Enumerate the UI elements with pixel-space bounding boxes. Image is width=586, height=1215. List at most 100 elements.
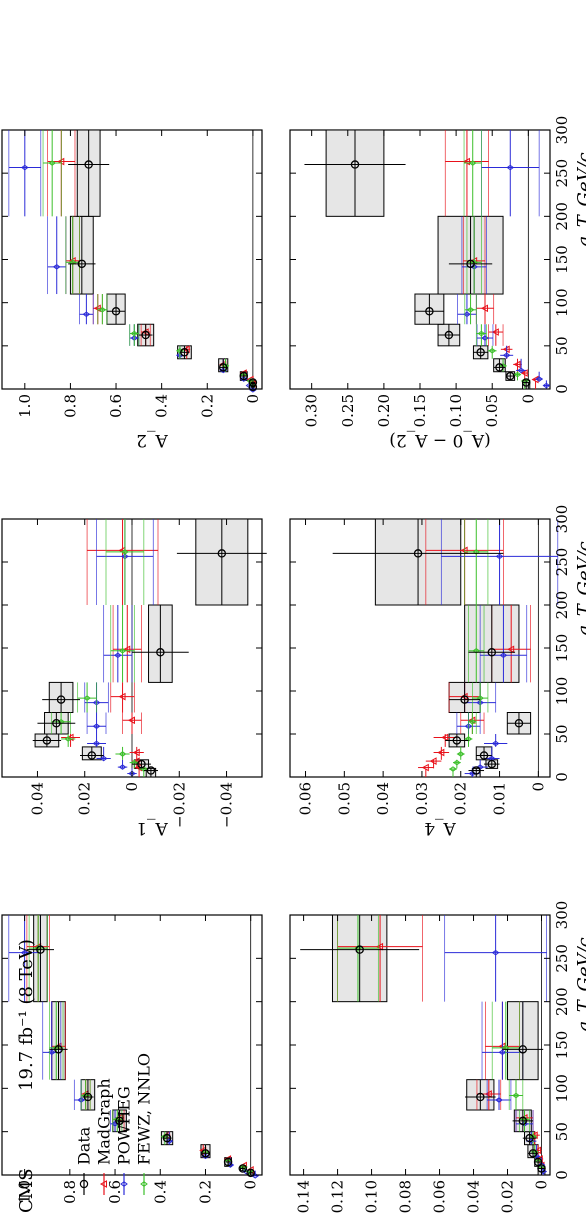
data-point: [52, 719, 61, 728]
series-point: [92, 723, 101, 730]
series-point: [130, 335, 139, 341]
series-point: [165, 1138, 174, 1144]
data-point: [54, 1045, 63, 1054]
series-point: [47, 1049, 56, 1056]
x-tick-label: 0: [553, 772, 571, 782]
y-tick-label: 0.15: [411, 394, 429, 427]
series-point: [48, 160, 57, 166]
y-tick-label: 0.04: [465, 1180, 483, 1213]
series-point: [487, 755, 496, 762]
y-tick-label: 0: [244, 394, 262, 404]
x-tick-label: 100: [553, 677, 571, 706]
data-point: [180, 348, 189, 357]
series-point: [499, 652, 508, 659]
series-point: [491, 740, 500, 747]
x-tick-label: 150: [553, 1031, 571, 1060]
data-point: [87, 751, 97, 760]
x-tick-label: 100: [553, 1074, 571, 1103]
y-tick-label: 0.12: [329, 1180, 347, 1213]
series-point: [421, 763, 429, 772]
legend-item: MadGraph: [95, 1078, 114, 1195]
data-point: [518, 1045, 528, 1054]
data-point: [238, 1164, 248, 1173]
series-point: [495, 1097, 503, 1103]
y-tick-label: 0.14: [295, 1180, 313, 1213]
data-point: [83, 1092, 93, 1102]
y-tick-label: 0.4: [151, 1180, 169, 1204]
x-tick-label: 150: [553, 245, 571, 274]
series-point: [130, 330, 139, 337]
y-tick-label: 0.02: [76, 782, 94, 815]
series-point: [182, 345, 190, 354]
data-point: [413, 549, 423, 558]
series-point: [468, 160, 477, 166]
data-point: [42, 736, 52, 745]
data-point: [466, 259, 475, 269]
panel-A0: 00.20.40.60.81.0A_0: [1, 914, 263, 1204]
x-tick-label: 200: [553, 591, 571, 620]
series-point: [513, 360, 521, 369]
x-tick-label: 0: [553, 384, 571, 394]
series-point: [488, 347, 497, 354]
data-point: [514, 719, 524, 728]
series-point: [512, 1092, 520, 1099]
data-point: [77, 259, 87, 269]
series-point: [437, 748, 445, 757]
series-point: [476, 699, 484, 706]
y-tick-label: 0.03: [413, 782, 431, 815]
y-tick-label: 0.6: [107, 394, 125, 418]
series-point: [132, 748, 140, 757]
data-point: [137, 759, 146, 769]
x-tick-label: 50: [553, 336, 571, 355]
series-point: [539, 1168, 548, 1175]
x-tick-label: 200: [553, 202, 571, 231]
data-point: [156, 648, 165, 657]
y-tick-label: 1.0: [16, 394, 34, 418]
y-tick-label: 0: [242, 1180, 260, 1190]
data-point: [425, 307, 434, 316]
series-data: [32, 519, 267, 777]
series-point: [118, 647, 127, 654]
series-fewz-nnlo: [51, 519, 149, 777]
series-point: [470, 263, 479, 270]
y-axis-label: (A_0 − A_2): [389, 430, 491, 450]
series-point: [20, 949, 29, 956]
series-point: [83, 695, 91, 701]
legend-label: POWHEG: [115, 1086, 134, 1165]
series-point: [491, 328, 499, 336]
data-point: [56, 695, 66, 704]
y-tick-label: 0.02: [499, 1180, 517, 1213]
x-tick-label: 300: [553, 505, 571, 534]
y-tick-label: 0: [529, 782, 547, 792]
series-point: [128, 770, 136, 777]
series-point: [502, 352, 511, 359]
y-tick-label: 0.05: [483, 394, 501, 427]
y-tick-label: 0.10: [447, 394, 465, 427]
legend-label: FEWZ, NNLO: [135, 1053, 154, 1165]
series-point: [121, 549, 129, 555]
panel-A1: −0.04 −0.02 0 0.02 0.04 A_1: [1, 518, 267, 838]
y-axis-label: A_2: [136, 430, 169, 450]
y-tick-label: 0.02: [452, 782, 470, 815]
legend-marker: [140, 1181, 148, 1187]
legend-item: Data: [75, 1126, 94, 1195]
x-tick-label: 250: [553, 548, 571, 577]
data-point: [521, 378, 531, 387]
series-point: [481, 335, 489, 341]
series-point: [506, 164, 515, 171]
x-tick-label: 250: [553, 944, 571, 973]
data-point: [146, 766, 156, 775]
y-tick-label: 0.05: [335, 782, 353, 815]
data-point: [162, 1133, 172, 1143]
series-point: [92, 699, 101, 706]
series-point: [491, 949, 500, 956]
data-point: [452, 736, 462, 745]
series-point: [52, 263, 61, 270]
series-point: [507, 645, 515, 654]
x-axis-label: q_T, GeV/c: [574, 541, 586, 637]
y-axis-label: A_1: [136, 818, 169, 838]
y-tick-label: 0.01: [491, 782, 509, 815]
series-fewz-nnlo: [463, 130, 529, 389]
series-point: [495, 553, 504, 560]
y-axis-label: A_4: [424, 818, 457, 838]
